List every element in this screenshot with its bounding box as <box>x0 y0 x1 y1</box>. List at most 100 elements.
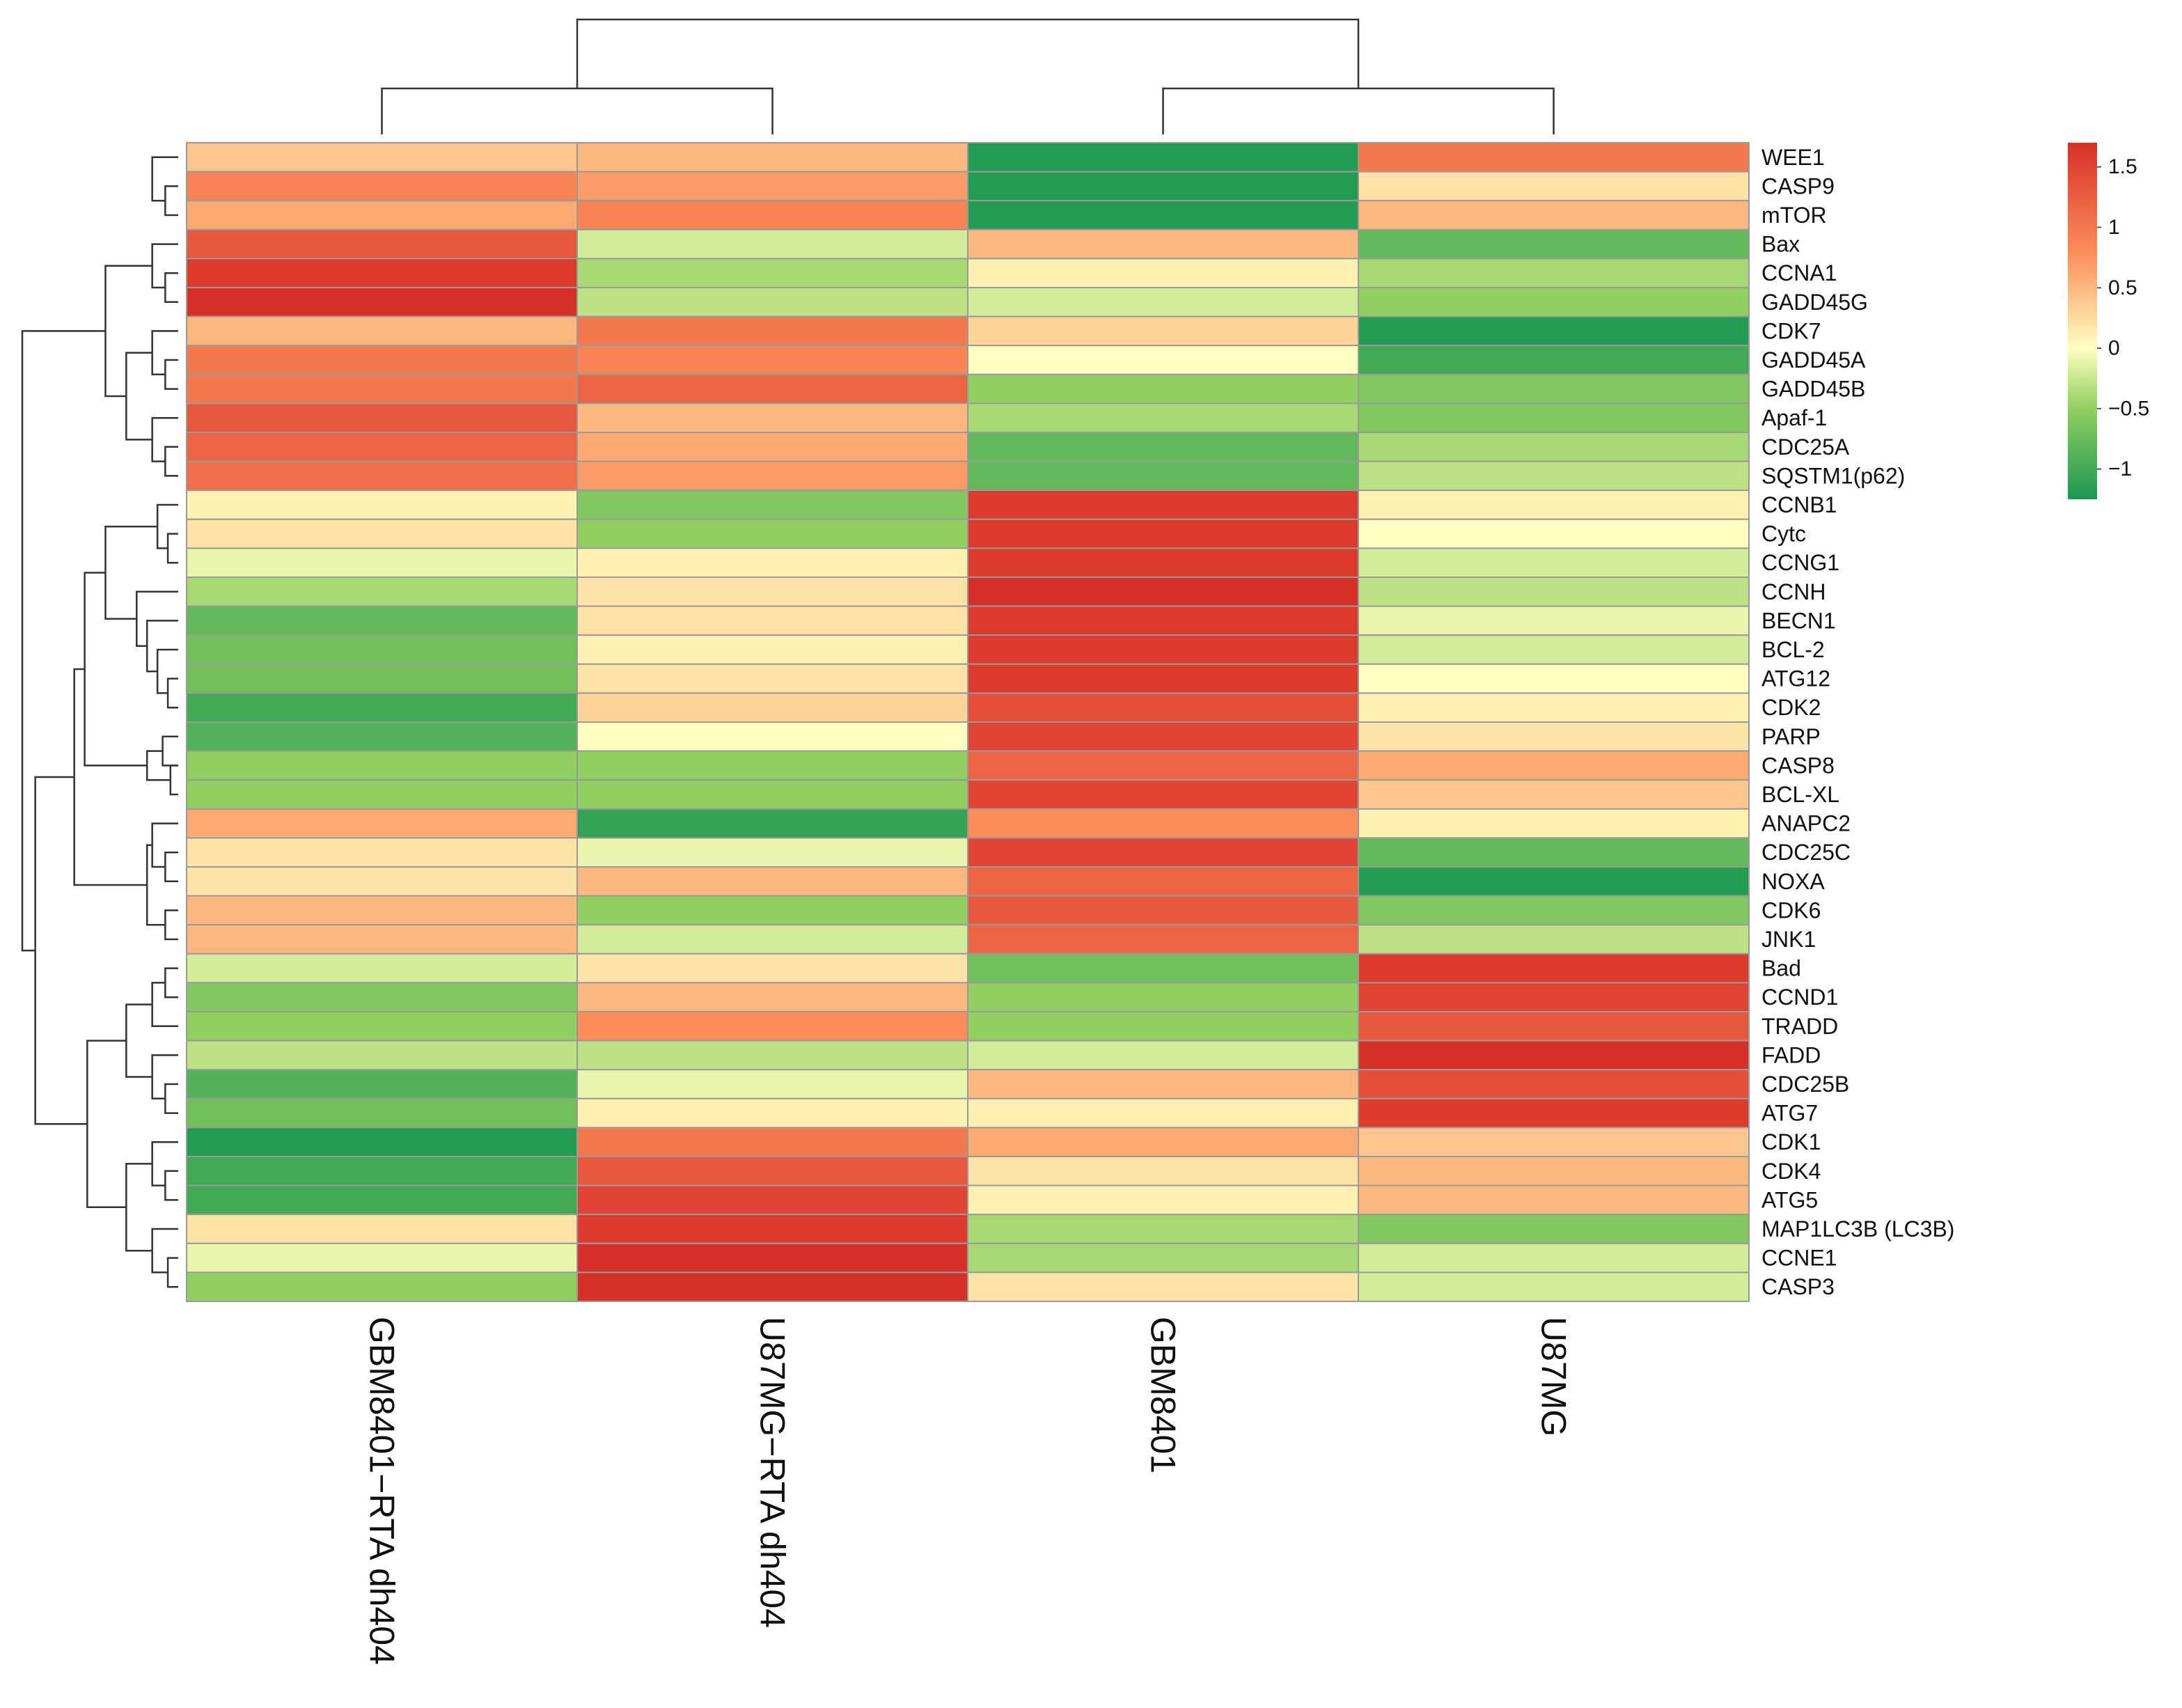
row-dendrogram-branch <box>136 590 178 648</box>
color-legend: 1.5 1 0.5 0 −0.5 −1 <box>2068 143 2149 499</box>
row-labels: WEE1 CASP9 mTOR Bax CCNA1 GADD45G CDK7 GADD45A G… <box>1761 145 1954 1299</box>
legend-tick-label: 0.5 <box>2108 276 2137 299</box>
heatmap-cell <box>1358 721 1750 752</box>
heatmap-cell <box>576 1011 968 1042</box>
heatmap-cell <box>967 1127 1359 1158</box>
heatmap-cell <box>576 518 968 549</box>
row-dendrogram-branch <box>125 1003 152 1078</box>
heatmap-cell <box>186 373 578 405</box>
heatmap-cell <box>576 982 968 1013</box>
heatmap-cell <box>186 518 578 549</box>
heatmap-cell <box>186 577 578 607</box>
column-dendrogram-branch <box>1162 87 1555 134</box>
heatmap-cell <box>186 692 578 723</box>
heatmap-cell <box>1358 982 1750 1013</box>
heatmap-cell <box>576 895 968 926</box>
row-dendrogram-branch <box>164 359 178 390</box>
heatmap-cell <box>576 866 968 897</box>
row-label: CCNG1 <box>1761 550 1839 575</box>
heatmap-cell <box>576 171 968 202</box>
row-dendrogram-branch <box>164 851 178 883</box>
row-label: CASP8 <box>1761 753 1835 778</box>
heatmap-cell <box>1358 287 1750 318</box>
heatmap-cell <box>967 605 1359 636</box>
heatmap-cell <box>576 547 968 579</box>
row-label: SQSTM1(p62) <box>1761 463 1905 488</box>
row-label: ATG7 <box>1761 1101 1818 1126</box>
heatmap-cell <box>186 924 578 955</box>
heatmap-cell <box>1358 1184 1750 1216</box>
heatmap-cell <box>1358 1011 1750 1042</box>
heatmap-cell <box>967 895 1359 926</box>
heatmap-cell <box>967 953 1359 984</box>
row-dendrogram-branch <box>164 909 178 941</box>
heatmap-cell <box>1358 1214 1750 1244</box>
heatmap-cell <box>967 982 1359 1013</box>
heatmap-cell <box>967 373 1359 405</box>
row-label: MAP1LC3B (LC3B) <box>1761 1216 1954 1241</box>
heatmap-cell <box>186 721 578 752</box>
heatmap-cell <box>1358 1069 1750 1099</box>
heatmap-cell <box>1358 634 1750 665</box>
heatmap-cell <box>576 1097 968 1129</box>
row-dendrogram-branch <box>164 272 178 304</box>
heatmap-cell <box>967 750 1359 781</box>
row-dendrogram-branch <box>164 446 178 477</box>
heatmap-cell <box>1358 924 1750 955</box>
heatmap-cell <box>967 1156 1359 1186</box>
row-label: NOXA <box>1761 869 1825 894</box>
heatmap-cell <box>186 171 578 202</box>
row-label: ATG12 <box>1761 666 1830 691</box>
heatmap-cell <box>967 924 1359 955</box>
heatmap-cell <box>1358 258 1750 288</box>
heatmap-cell <box>967 228 1359 260</box>
heatmap-cell <box>576 1242 968 1274</box>
row-label: ANAPC2 <box>1761 811 1851 836</box>
heatmap-cell <box>967 518 1359 549</box>
heatmap-cell <box>1358 866 1750 897</box>
heatmap-cell <box>967 1011 1359 1042</box>
row-label: GADD45A <box>1761 347 1866 373</box>
heatmap-cell <box>576 258 968 288</box>
heatmap-cell <box>967 432 1359 462</box>
heatmap-cell <box>186 432 578 462</box>
row-dendrogram-branch <box>125 1163 152 1252</box>
heatmap-cell <box>1358 1271 1750 1303</box>
row-dendrogram-branch <box>169 765 178 796</box>
heatmap-cell <box>186 1156 578 1186</box>
heatmap-cell <box>967 402 1359 434</box>
row-label: Apaf-1 <box>1761 405 1827 430</box>
row-label: mTOR <box>1761 203 1827 228</box>
row-dendrogram-branch <box>162 735 178 767</box>
heatmap-cells <box>186 142 1750 1303</box>
heatmap-cell <box>967 1184 1359 1216</box>
heatmap-cell <box>186 1040 578 1071</box>
heatmap-cell <box>576 373 968 405</box>
row-label: CDC25A <box>1761 434 1850 460</box>
row-dendrogram-branch <box>104 525 158 620</box>
row-dendrogram-branch <box>166 533 178 564</box>
heatmap-cell <box>1358 1127 1750 1158</box>
row-label: CDK1 <box>1761 1129 1821 1154</box>
heatmap-cell <box>186 315 578 347</box>
column-dendrogram-branch <box>381 87 774 134</box>
heatmap-cell <box>1358 895 1750 926</box>
heatmap-cell <box>967 489 1359 520</box>
heatmap-cell <box>576 750 968 781</box>
heatmap-cell <box>967 1242 1359 1274</box>
row-dendrogram-branch <box>34 776 88 1125</box>
heatmap-cell <box>1358 577 1750 607</box>
heatmap-cell <box>1358 1242 1750 1274</box>
heatmap-cell <box>1358 200 1750 230</box>
row-label: Bad <box>1761 956 1801 981</box>
heatmap-cell <box>186 808 578 839</box>
heatmap-cell <box>576 779 968 810</box>
heatmap-cell <box>186 1242 578 1274</box>
heatmap-cell <box>967 547 1359 579</box>
column-label: U87MG <box>1535 1317 1573 1436</box>
heatmap-cell <box>576 605 968 636</box>
heatmap-cell <box>186 779 578 810</box>
heatmap-cell <box>186 663 578 694</box>
column-dendrogram <box>381 18 1555 134</box>
